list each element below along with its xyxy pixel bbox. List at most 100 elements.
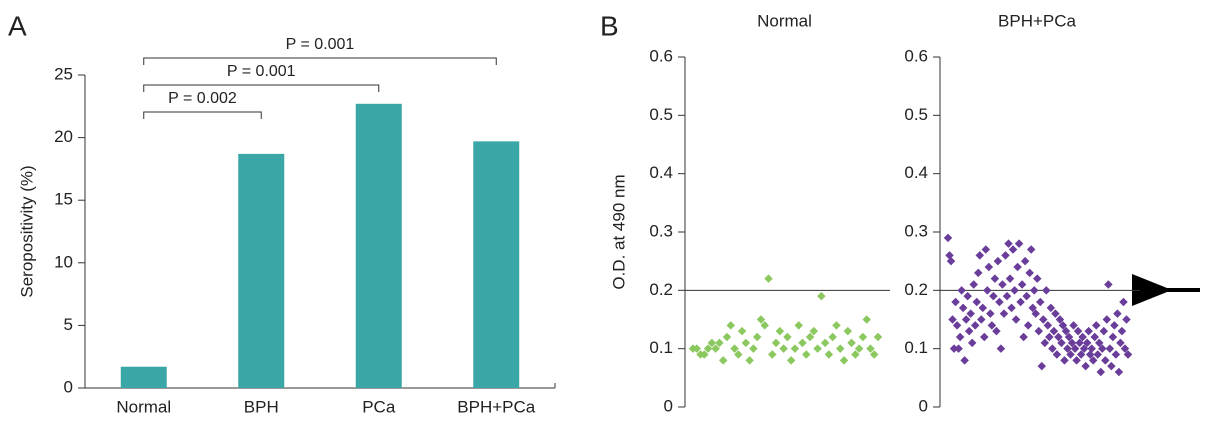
data-point: [749, 344, 758, 353]
data-point: [948, 315, 957, 324]
data-point: [847, 338, 856, 348]
data-point: [768, 350, 777, 359]
data-point: [1046, 303, 1056, 313]
panel-label: A: [8, 10, 27, 41]
data-point: [809, 326, 819, 336]
data-point: [967, 338, 977, 348]
y-tick-label: 5: [64, 315, 73, 334]
data-point: [943, 233, 953, 243]
data-point: [998, 280, 1007, 289]
data-point: [1058, 321, 1068, 330]
data-point: [869, 350, 879, 359]
data-point: [1123, 350, 1133, 359]
y-tick-label: 20: [54, 127, 73, 146]
data-point: [1072, 356, 1081, 365]
data-point: [1036, 297, 1045, 307]
data-point: [843, 326, 853, 336]
data-point: [987, 321, 997, 330]
data-point: [813, 344, 822, 353]
data-point: [722, 332, 732, 342]
data-point: [1005, 274, 1015, 283]
data-point: [999, 309, 1009, 318]
data-point: [1081, 361, 1090, 371]
data-point: [1040, 338, 1050, 348]
data-point: [1119, 297, 1128, 307]
data-point: [1013, 262, 1022, 272]
data-point: [1098, 344, 1107, 353]
significance-bracket: [143, 57, 497, 65]
data-point: [981, 245, 991, 254]
bar: [120, 366, 167, 388]
data-point: [1104, 280, 1113, 289]
x-tick-label: BPH+PCa: [457, 397, 535, 416]
y-tick-label: 0.3: [904, 221, 928, 240]
data-point: [1020, 256, 1030, 266]
y-tick-label: 0.6: [904, 46, 928, 65]
data-point: [798, 338, 807, 348]
y-tick-label: 0: [64, 377, 73, 396]
data-point: [969, 280, 978, 289]
data-point: [983, 286, 992, 295]
y-axis-label: Seropositivity (%): [17, 165, 36, 297]
data-point: [1099, 326, 1109, 336]
data-point: [692, 344, 702, 353]
y-tick-label: 0: [919, 396, 928, 415]
x-tick-label: PCa: [362, 397, 396, 416]
y-tick-label: 0.2: [904, 280, 928, 299]
data-point: [1039, 315, 1048, 324]
data-point: [996, 344, 1006, 353]
data-point: [741, 338, 751, 348]
data-point: [1028, 303, 1037, 313]
data-point: [952, 321, 962, 330]
data-point: [832, 321, 841, 330]
data-point: [1037, 361, 1047, 371]
bar: [355, 103, 402, 389]
data-point: [1043, 321, 1053, 330]
data-point: [945, 251, 954, 260]
data-point: [977, 315, 986, 324]
data-point: [1010, 286, 1019, 295]
data-point: [1075, 338, 1084, 348]
data-point: [1079, 344, 1089, 353]
data-point: [862, 315, 871, 324]
data-point: [949, 344, 959, 353]
data-point: [820, 338, 830, 348]
data-point: [1060, 356, 1069, 365]
data-point: [1101, 356, 1110, 365]
data-point: [1002, 291, 1012, 301]
data-point: [786, 356, 796, 365]
data-point: [970, 321, 980, 330]
significance-label: P = 0.001: [227, 63, 296, 80]
data-point: [989, 291, 998, 301]
data-point: [839, 356, 849, 365]
data-point: [1011, 315, 1021, 324]
data-point: [1052, 350, 1062, 359]
data-point: [980, 332, 989, 342]
data-point: [974, 268, 983, 278]
data-point: [993, 256, 1003, 266]
data-point: [771, 338, 781, 348]
data-point: [802, 350, 811, 359]
data-point: [960, 356, 969, 365]
data-point: [1073, 326, 1083, 336]
data-point: [858, 332, 868, 342]
data-point: [951, 297, 960, 307]
data-point: [1063, 344, 1072, 353]
data-point: [1090, 332, 1099, 342]
data-point: [1019, 332, 1028, 342]
data-point: [1007, 303, 1016, 313]
data-point: [794, 321, 803, 330]
data-point: [1082, 338, 1092, 348]
y-tick-label: 15: [54, 190, 73, 209]
significance-bracket: [143, 111, 262, 119]
data-point: [1088, 356, 1098, 365]
data-point: [1064, 332, 1074, 342]
data-point: [964, 326, 974, 336]
data-point: [978, 303, 988, 313]
data-point: [1114, 367, 1124, 377]
data-point: [711, 344, 720, 353]
data-point: [1108, 332, 1118, 342]
data-point: [1017, 280, 1027, 289]
data-point: [783, 332, 792, 342]
data-point: [1066, 350, 1075, 359]
